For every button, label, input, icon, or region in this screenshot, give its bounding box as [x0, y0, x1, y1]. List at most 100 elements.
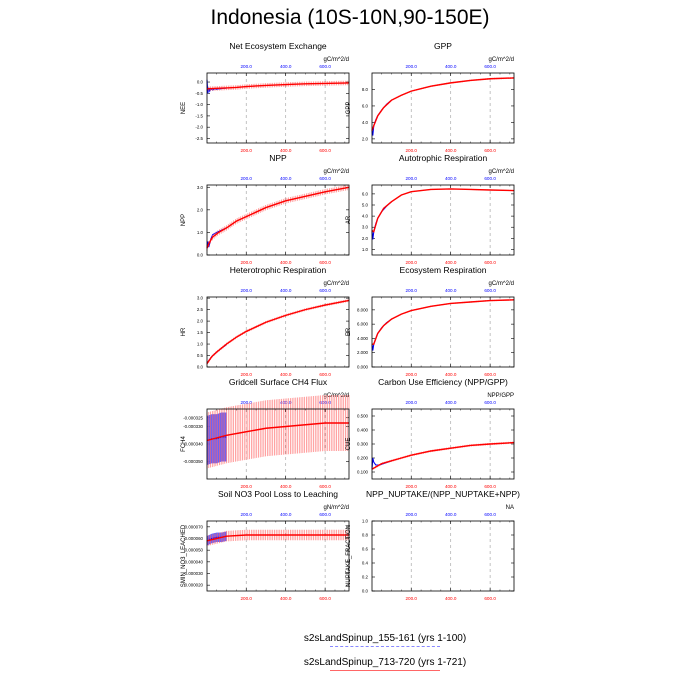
y-tick-label: 1.0 [362, 519, 369, 524]
y-tick-label: 6.0 [362, 191, 369, 196]
y-tick-label: 4.0 [362, 120, 369, 125]
y-axis-label: GPP [346, 102, 352, 115]
legend-label-1: s2sLandSpinup_155-161 (yrs 1-100) [303, 633, 467, 644]
y-tick-label: -0.000350 [183, 459, 203, 464]
series-line [206, 534, 349, 542]
top-tick-label: 600.0 [484, 288, 496, 293]
series-line [206, 344, 227, 364]
panel-title: GPP [434, 41, 452, 51]
bottom-tick-label: 200.0 [240, 372, 252, 377]
top-tick-label: 400.0 [445, 512, 457, 517]
bottom-tick-label: 600.0 [484, 372, 496, 377]
y-tick-label: 0.100 [357, 470, 369, 475]
y-axis-label: HR [181, 327, 187, 336]
plot-frame [206, 296, 350, 368]
bottom-tick-label: 400.0 [280, 484, 292, 489]
bottom-tick-label: 200.0 [405, 260, 417, 265]
y-tick-label: 2.0 [197, 319, 204, 324]
series-line [371, 77, 515, 131]
panel-title: Soil NO3 Pool Loss to Leaching [218, 489, 338, 499]
bottom-tick-label: 200.0 [240, 260, 252, 265]
bottom-tick-label: 200.0 [240, 148, 252, 153]
panel-7: Gridcell Surface CH4 FluxgC/m^2/dFCH4200… [181, 377, 350, 489]
series-red [206, 184, 350, 251]
series-line [371, 188, 515, 233]
y-tick-label: 4.0 [362, 214, 369, 219]
top-tick-label: 600.0 [319, 176, 331, 181]
y-tick-label: 1.0 [197, 230, 204, 235]
top-tick-label: 600.0 [319, 400, 331, 405]
y-tick-label: 0.6 [362, 547, 369, 552]
panel-title: Net Ecosystem Exchange [229, 41, 327, 51]
bottom-tick-label: 200.0 [405, 148, 417, 153]
bottom-tick-label: 400.0 [445, 484, 457, 489]
y-tick-label: -1.0 [195, 102, 203, 107]
plot-frame [206, 72, 350, 144]
bottom-tick-label: 400.0 [445, 260, 457, 265]
top-tick-label: 200.0 [240, 176, 252, 181]
series-blue [206, 412, 227, 465]
bottom-tick-label: 400.0 [445, 148, 457, 153]
bottom-tick-label: 600.0 [484, 260, 496, 265]
panel-title: NPP_NUPTAKE/(NPP_NUPTAKE+NPP) [366, 489, 520, 499]
series-line [206, 422, 349, 442]
plot-frame [371, 296, 515, 368]
top-tick-label: 400.0 [445, 400, 457, 405]
y-tick-label: 6.000 [357, 322, 369, 327]
top-tick-label: 600.0 [319, 288, 331, 293]
series-red [371, 188, 515, 233]
panel-2: GPP gC/m^2/d GPP 200.0 200.0 400.0 400.0 600.0 6… [346, 41, 515, 153]
y-tick-label: -1.5 [195, 113, 203, 118]
y-tick-label: 1.0 [197, 342, 204, 347]
series-red [206, 529, 350, 547]
panel-units: gC/m^2/d [324, 169, 350, 175]
top-tick-label: 400.0 [280, 176, 292, 181]
y-axis-label: AR [346, 215, 352, 224]
top-tick-label: 400.0 [445, 176, 457, 181]
plot-frame [371, 72, 515, 144]
panel-units: NPP/GPP [487, 393, 514, 399]
y-tick-label: -0.5 [195, 91, 203, 96]
y-tick-label: 0.0 [362, 589, 369, 594]
plot-frame [371, 184, 515, 256]
panel-units: gC/m^2/d [324, 281, 350, 287]
bottom-tick-label: 400.0 [445, 596, 457, 601]
bottom-tick-label: 200.0 [405, 596, 417, 601]
y-axis-label: NPP [181, 214, 187, 226]
bottom-tick-label: 600.0 [484, 484, 496, 489]
bottom-tick-label: 200.0 [240, 596, 252, 601]
figure-title: Indonesia (10S-10N,90-150E) [210, 6, 490, 29]
panel-8: Carbon Use Efficiency (NPP/GPP) NPP/GPP CU… [346, 377, 515, 489]
top-tick-label: 600.0 [319, 512, 331, 517]
y-axis-label: CUE [346, 438, 352, 451]
y-tick-label: 5.0 [362, 203, 369, 208]
bottom-tick-label: 400.0 [445, 372, 457, 377]
y-tick-label: 0.5 [197, 353, 204, 358]
panel-5: Heterotrophic Respiration gC/m^2/d HR 200.0… [181, 265, 350, 377]
y-tick-label: 0.000050 [185, 548, 204, 553]
plot-frame [206, 184, 350, 256]
y-tick-label: 2.5 [197, 307, 204, 312]
top-tick-label: 200.0 [405, 64, 417, 69]
panel-units: gN/m^2/d [324, 505, 350, 511]
bottom-tick-label: 600.0 [319, 372, 331, 377]
top-tick-label: 400.0 [445, 64, 457, 69]
legend-swatch-2 [330, 670, 440, 671]
top-tick-label: 400.0 [280, 64, 292, 69]
y-tick-label: 0.0 [197, 80, 204, 85]
y-tick-label: 0.0 [197, 365, 204, 370]
top-tick-label: 200.0 [405, 512, 417, 517]
top-tick-label: 600.0 [484, 176, 496, 181]
y-tick-label: 3.0 [197, 296, 204, 301]
y-axis-label: SMIN_NO3_LEACHED [181, 524, 187, 587]
y-tick-label: 0.000 [357, 365, 369, 370]
bottom-tick-label: 600.0 [319, 484, 331, 489]
series-red [371, 77, 515, 132]
y-tick-label: 0.2 [362, 575, 369, 580]
bottom-tick-label: 400.0 [280, 260, 292, 265]
series-blue [371, 99, 392, 136]
panel-1: Net Ecosystem Exchange gC/m^2/d NEE 200.0 20… [181, 41, 350, 153]
series-line [206, 227, 227, 249]
y-tick-label: 0.000030 [185, 571, 204, 576]
